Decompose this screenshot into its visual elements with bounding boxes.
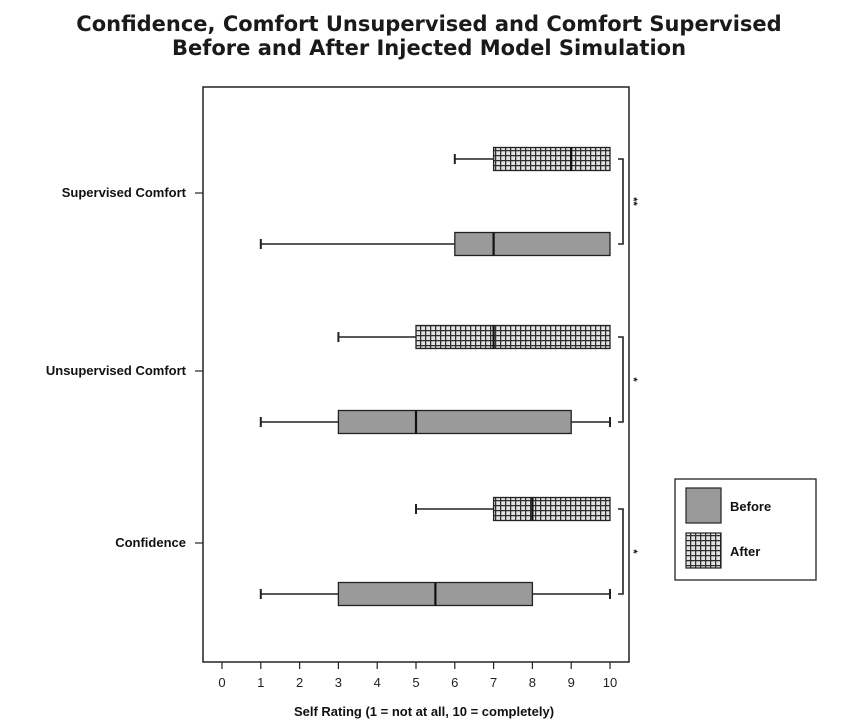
box-before bbox=[259, 581, 611, 607]
significance-brackets: **** bbox=[618, 158, 639, 595]
box-after bbox=[415, 496, 611, 522]
box-before bbox=[259, 231, 611, 257]
legend: Before After bbox=[674, 478, 817, 581]
box-after bbox=[453, 146, 611, 172]
x-tick-label: 5 bbox=[412, 675, 419, 690]
y-category-label: Confidence bbox=[115, 535, 186, 550]
x-tick-label: 7 bbox=[490, 675, 497, 690]
box-iqr bbox=[454, 231, 611, 257]
significance-bracket: ** bbox=[618, 158, 639, 245]
legend-swatch-before bbox=[685, 487, 722, 524]
x-tick-label: 4 bbox=[374, 675, 381, 690]
box-iqr bbox=[337, 409, 572, 435]
significance-mark: ** bbox=[627, 197, 639, 206]
x-axis: 0 1 2 3 4 5 6 7 8 9 10 bbox=[218, 662, 617, 690]
x-tick-label: 0 bbox=[218, 675, 225, 690]
box-iqr bbox=[492, 496, 611, 522]
significance-mark: * bbox=[627, 549, 639, 554]
x-axis-label: Self Rating (1 = not at all, 10 = comple… bbox=[294, 704, 554, 719]
x-tick-label: 3 bbox=[335, 675, 342, 690]
x-tick-label: 6 bbox=[451, 675, 458, 690]
significance-bracket: * bbox=[618, 508, 639, 595]
box-after bbox=[337, 324, 611, 350]
plot-frame bbox=[202, 86, 630, 663]
legend-label-before: Before bbox=[730, 499, 771, 514]
chart-subtitle: Before and After Injected Model Simulati… bbox=[171, 36, 687, 60]
significance-mark: * bbox=[627, 377, 639, 382]
bracket-line bbox=[618, 508, 624, 595]
x-tick-label: 9 bbox=[568, 675, 575, 690]
y-category-label: Unsupervised Comfort bbox=[46, 363, 187, 378]
legend-swatch-after bbox=[685, 532, 722, 569]
legend-label-after: After bbox=[730, 544, 760, 559]
x-tick-label: 8 bbox=[529, 675, 536, 690]
x-tick-label: 10 bbox=[603, 675, 617, 690]
bracket-line bbox=[618, 158, 624, 245]
significance-bracket: * bbox=[618, 336, 639, 423]
bracket-line bbox=[618, 336, 624, 423]
box-before bbox=[259, 409, 611, 435]
y-axis-categories: Supervised Comfort Unsupervised Comfort Co… bbox=[46, 185, 203, 550]
y-category-label: Supervised Comfort bbox=[62, 185, 187, 200]
x-tick-label: 1 bbox=[257, 675, 264, 690]
x-tick-label: 2 bbox=[296, 675, 303, 690]
chart-title: Confidence, Comfort Unsupervised and Com… bbox=[76, 12, 782, 36]
box-iqr bbox=[492, 146, 611, 172]
box-series bbox=[259, 146, 611, 607]
box-iqr bbox=[415, 324, 611, 350]
